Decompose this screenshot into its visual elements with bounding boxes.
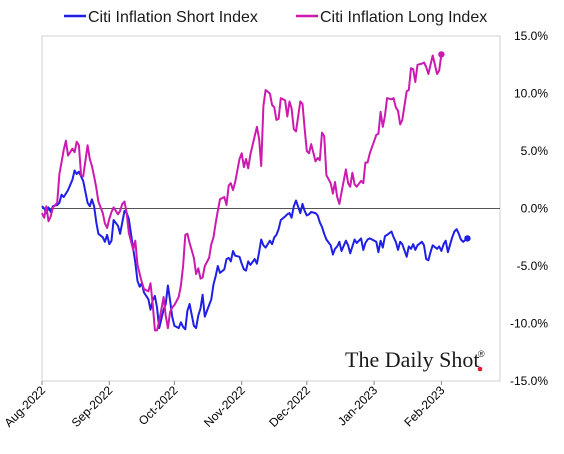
series-end-marker-long	[438, 51, 445, 58]
series-line-long	[41, 54, 443, 332]
x-tick-label: Feb-2023	[401, 383, 447, 429]
series-end-marker-short	[464, 235, 471, 242]
watermark-text: The Daily Shot	[345, 347, 479, 372]
watermark: The Daily Shot ®	[345, 347, 485, 372]
legend-label-short: Citi Inflation Short Index	[88, 9, 258, 26]
y-tick-label: -5.0%	[517, 259, 549, 273]
y-tick-label: -15.0%	[510, 374, 548, 388]
x-tick-label: Dec-2022	[266, 383, 313, 430]
y-tick-label: 5.0%	[521, 144, 549, 158]
series-line-short	[41, 169, 469, 331]
y-tick-label: 15.0%	[514, 29, 548, 43]
legend: Citi Inflation Short Index Citi Inflatio…	[64, 9, 487, 26]
y-tick-label: -10.0%	[510, 317, 548, 331]
x-tick-label: Nov-2022	[201, 383, 248, 430]
x-tick-label: Aug-2022	[1, 383, 48, 430]
x-tick-label: Jan-2023	[335, 383, 381, 429]
watermark-dot	[477, 366, 483, 372]
y-tick-label: 10.0%	[514, 87, 548, 101]
series-lines	[41, 51, 471, 332]
x-tick-label: Oct-2022	[136, 383, 181, 428]
watermark-registered-mark: ®	[478, 349, 485, 359]
x-tick-label: Sep-2022	[69, 383, 116, 430]
legend-label-long: Citi Inflation Long Index	[320, 9, 487, 26]
y-tick-label: 0.0%	[521, 202, 549, 216]
